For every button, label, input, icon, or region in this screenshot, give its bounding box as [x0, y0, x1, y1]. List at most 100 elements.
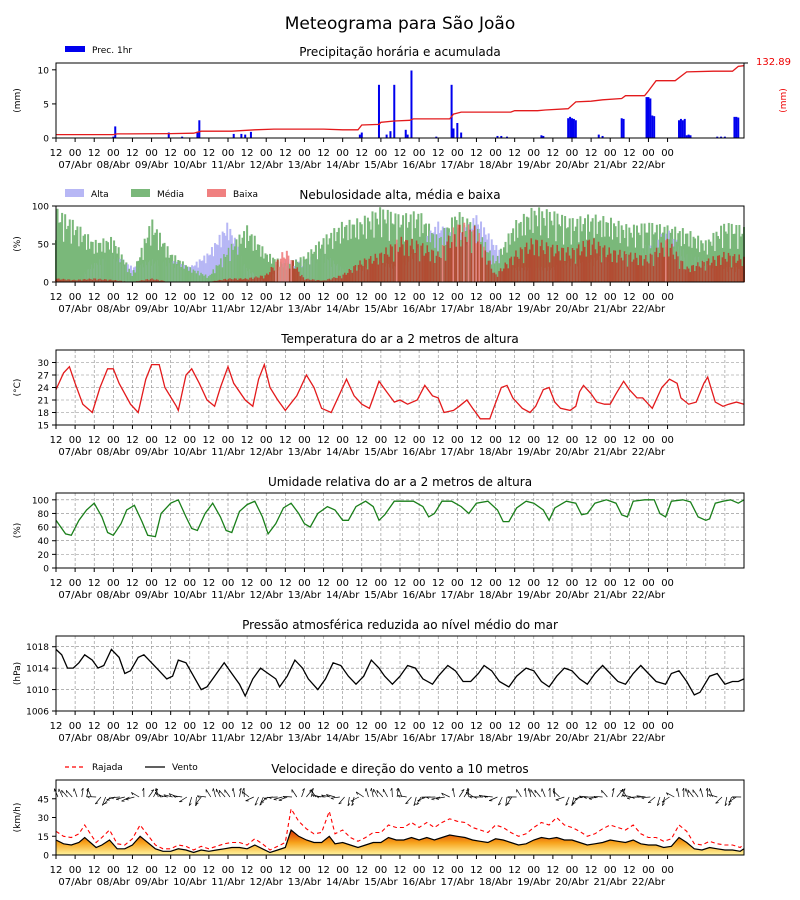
cloud-baixa-bar — [103, 279, 106, 282]
cloud-baixa-bar — [444, 260, 447, 282]
wind-arrow-head — [555, 799, 559, 801]
x-tick-label: 12 — [126, 578, 139, 589]
wind-arrow-head — [572, 802, 576, 805]
cloud-media-bar — [261, 246, 264, 282]
cloud-baixa-bar — [504, 262, 507, 282]
wind-arrow — [131, 792, 140, 798]
wind-arrow-head — [626, 797, 631, 800]
x-tick-label: 12 — [470, 865, 483, 876]
cloud-baixa-bar — [279, 258, 282, 282]
cloud-baixa-bar — [343, 272, 346, 282]
cloud-baixa-bar — [420, 245, 423, 282]
cloud-media-bar — [143, 238, 146, 282]
wind-arrow — [232, 788, 236, 798]
cloud-media-bar — [611, 239, 614, 282]
wind-arrow-head — [273, 799, 277, 801]
x-tick-label: 00 — [260, 865, 273, 876]
x-tick-label: 00 — [336, 865, 349, 876]
x-date-label: 09/Abr — [135, 304, 169, 315]
x-tick-label: 00 — [298, 721, 311, 732]
wind-arrow-head — [675, 788, 678, 792]
cloud-baixa-bar — [139, 280, 142, 282]
cloud-baixa-bar — [665, 240, 668, 282]
y-tick-label: 45 — [38, 795, 49, 805]
cloud-baixa-bar — [493, 272, 496, 282]
cloud-media-bar — [609, 217, 612, 282]
cloud-media-bar — [77, 246, 80, 282]
x-date-label: 19/Abr — [517, 304, 551, 315]
cloud-media-bar — [522, 213, 525, 282]
wind-arrow-head — [708, 794, 711, 797]
x-date-label: 09/Abr — [135, 877, 169, 888]
precip-bar — [167, 132, 170, 138]
cloud-baixa-bar — [550, 247, 553, 282]
cloud-baixa-bar — [316, 279, 319, 282]
wind-arrow-head — [188, 803, 192, 806]
cloud-baixa-bar — [388, 256, 391, 282]
precip-bar — [114, 126, 117, 138]
cloud-baixa-bar — [450, 242, 453, 282]
x-tick-label: 12 — [164, 865, 177, 876]
precip-bar — [506, 136, 509, 138]
cloud-baixa-bar — [738, 254, 741, 282]
cloud-baixa-bar — [726, 261, 729, 282]
cloud-media-bar — [642, 248, 645, 282]
cloud-baixa-bar — [408, 256, 411, 282]
x-tick-label: 12 — [394, 435, 407, 446]
precip-bar — [389, 131, 392, 138]
cloud-media-bar — [305, 258, 308, 282]
x-date-label: 21/Abr — [594, 590, 628, 601]
y-tick-label: 1018 — [26, 643, 49, 653]
x-tick-label: 12 — [164, 292, 177, 303]
cloud-baixa-bar — [319, 280, 322, 282]
cloud-media-bar — [117, 247, 120, 282]
wind-arrow-head — [636, 795, 640, 798]
cloud-media-bar — [373, 237, 376, 282]
cloud-media-bar — [149, 245, 152, 282]
wind-arrow-head — [212, 788, 214, 792]
cloud-baixa-bar — [580, 251, 583, 282]
x-tick-label: 00 — [260, 578, 273, 589]
cloud-alta-bar — [207, 255, 210, 282]
cloud-baixa-bar — [363, 258, 366, 282]
wind-arrow — [431, 796, 441, 800]
cloud-media-bar — [152, 234, 155, 282]
x-date-label: 07/Abr — [58, 160, 92, 171]
cloud-baixa-bar — [223, 279, 226, 282]
cloud-baixa-bar — [405, 239, 408, 282]
cloud-media-bar — [142, 259, 145, 282]
panel-title: Nebulosidade alta, média e baixa — [299, 188, 500, 202]
cloud-media-bar — [620, 225, 623, 282]
x-date-label: 16/Abr — [402, 877, 436, 888]
precip-bar — [574, 120, 577, 138]
cloud-baixa-bar — [111, 280, 114, 282]
y-tick-label: 0 — [43, 565, 49, 575]
cloud-media-bar — [735, 225, 738, 282]
cloud-baixa-bar — [642, 265, 645, 282]
cloud-baixa-bar — [230, 279, 233, 282]
wind-arrow-head — [376, 790, 378, 794]
precip-bar — [653, 116, 656, 138]
x-tick-label: 00 — [222, 578, 235, 589]
cloud-baixa-bar — [458, 224, 461, 282]
cloud-alta-bar — [214, 243, 217, 282]
wind-arrow — [417, 796, 426, 802]
cloud-baixa-bar — [634, 252, 637, 282]
x-tick-label: 00 — [69, 578, 82, 589]
x-tick-label: 12 — [547, 435, 560, 446]
precip-bar — [622, 118, 625, 138]
cloud-media-bar — [635, 225, 638, 282]
right-value-label: 132.89 — [756, 57, 791, 68]
x-tick-label: 00 — [107, 721, 120, 732]
precip-bar — [689, 135, 692, 138]
cloud-media-bar — [495, 261, 498, 282]
cloud-media-bar — [606, 222, 609, 282]
cloud-baixa-bar — [233, 278, 236, 282]
cloud-media-bar — [244, 247, 247, 282]
cloud-baixa-bar — [87, 279, 90, 282]
precip-bar — [452, 128, 455, 138]
cloud-media-bar — [345, 225, 348, 282]
x-tick-label: 00 — [375, 578, 388, 589]
cloud-baixa-bar — [305, 279, 308, 282]
x-tick-label: 12 — [355, 292, 368, 303]
